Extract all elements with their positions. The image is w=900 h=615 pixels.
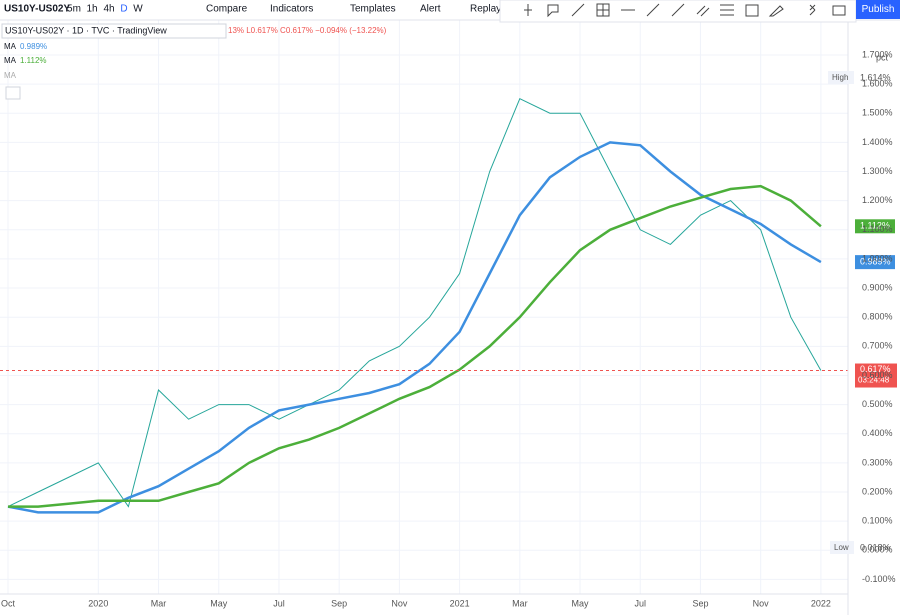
tool-icon[interactable] bbox=[720, 4, 734, 16]
scale-unit: pct bbox=[876, 52, 889, 62]
interval[interactable]: 4h bbox=[103, 4, 114, 15]
low-box bbox=[830, 541, 854, 554]
legend-box[interactable] bbox=[1, 23, 227, 39]
publish-button[interactable] bbox=[856, 0, 900, 19]
tool-icon[interactable] bbox=[671, 3, 685, 17]
toolbar-button[interactable]: Indicators bbox=[270, 4, 313, 15]
x-tick-label: 2021 bbox=[450, 598, 470, 608]
toolbar-button[interactable]: Alert bbox=[420, 4, 441, 15]
toolbar-button[interactable]: Replay bbox=[470, 4, 501, 15]
y-tick-label: 0.900% bbox=[862, 282, 893, 292]
legend-ma-value: 1.112% bbox=[20, 56, 47, 65]
price-tag bbox=[855, 363, 897, 388]
x-tick-label: Nov bbox=[753, 598, 770, 608]
low-value: 0.018% bbox=[860, 542, 891, 552]
interval[interactable]: W bbox=[133, 4, 143, 15]
tool-icon[interactable] bbox=[696, 5, 710, 17]
y-tick-label: 1.100% bbox=[862, 224, 893, 234]
y-tick-label: 0.000% bbox=[862, 545, 893, 555]
price-tag-label: 0.989% bbox=[860, 257, 891, 267]
x-tick-label: Mar bbox=[151, 598, 167, 608]
toolbar-button[interactable]: Templates bbox=[350, 4, 396, 15]
symbol[interactable]: US10Y-US02Y bbox=[4, 4, 70, 15]
tool-icon[interactable] bbox=[745, 4, 759, 17]
tool-icon[interactable] bbox=[596, 3, 610, 17]
legend-ma-value: 0.989% bbox=[20, 42, 47, 51]
y-tick-label: 0.400% bbox=[862, 428, 893, 438]
legend-header: US10Y-US02Y · 1D · TVC · TradingView bbox=[5, 25, 167, 35]
legend-ohlc: 13% L0.617% C0.617% −0.094% (−13.22%) bbox=[228, 26, 387, 35]
high-box bbox=[828, 71, 854, 84]
y-tick-label: 1.700% bbox=[862, 49, 893, 59]
legend-ma: MA bbox=[4, 56, 17, 65]
series-line bbox=[7, 141, 822, 514]
series-line bbox=[8, 184, 822, 508]
tool-icon[interactable] bbox=[524, 4, 532, 16]
x-tick-label: 2020 bbox=[88, 598, 108, 608]
y-tick-label: 0.700% bbox=[862, 341, 893, 351]
y-tick-label: 1.400% bbox=[862, 137, 893, 147]
legend-hidden-ma: MA bbox=[4, 71, 17, 80]
interval[interactable]: 1h bbox=[86, 4, 97, 15]
high-label: High bbox=[832, 73, 848, 82]
x-tick-label: Mar bbox=[512, 598, 528, 608]
y-tick-label: 1.300% bbox=[862, 166, 893, 176]
plot bbox=[0, 20, 848, 594]
y-tick-label: 0.800% bbox=[862, 312, 893, 322]
price-tag bbox=[855, 255, 895, 270]
x-tick-label: Nov bbox=[391, 598, 408, 608]
publish-label[interactable]: Publish bbox=[862, 4, 895, 15]
tool-icon[interactable] bbox=[768, 5, 784, 17]
y-tick-label: 1.200% bbox=[862, 195, 893, 205]
y-tick-label: 0.100% bbox=[862, 516, 893, 526]
tool-icon[interactable] bbox=[832, 5, 846, 16]
y-tick-label: 1.600% bbox=[862, 78, 893, 88]
x-tick-label: Oct bbox=[1, 598, 16, 608]
interval[interactable]: D bbox=[120, 4, 127, 15]
price-tag-label: 0.617% bbox=[860, 364, 891, 374]
high-value: 1.614% bbox=[860, 72, 891, 82]
y-tick-label: -0.100% bbox=[862, 574, 896, 584]
collapse-button[interactable] bbox=[5, 86, 21, 100]
countdown: 03:24:48 bbox=[858, 376, 890, 385]
y-tick-label: 0.500% bbox=[862, 399, 893, 409]
tool-icon[interactable] bbox=[571, 3, 585, 17]
interval[interactable]: 5m bbox=[67, 4, 81, 15]
toolbar-button[interactable]: Compare bbox=[206, 4, 248, 15]
series-line bbox=[7, 98, 822, 508]
legend-ma: MA bbox=[4, 42, 17, 51]
drawing-tools bbox=[499, 0, 857, 23]
y-tick-label: 1.000% bbox=[862, 253, 893, 263]
x-tick-label: May bbox=[210, 598, 228, 608]
price-tag bbox=[855, 219, 895, 234]
x-tick-label: Sep bbox=[331, 598, 347, 608]
tool-icons bbox=[524, 3, 846, 18]
y-tick-label: 0.600% bbox=[862, 370, 893, 380]
tool-icon[interactable] bbox=[547, 4, 559, 18]
y-tick-label: 1.500% bbox=[862, 108, 893, 118]
x-tick-label: 2022 bbox=[811, 598, 831, 608]
y-tick-label: 0.200% bbox=[862, 486, 893, 496]
price-tag-label: 1.112% bbox=[860, 221, 890, 231]
tool-icon[interactable] bbox=[646, 3, 660, 17]
x-tick-label: Sep bbox=[692, 598, 708, 608]
low-label: Low bbox=[834, 543, 849, 552]
x-tick-label: Jul bbox=[634, 598, 646, 608]
x-tick-label: May bbox=[572, 598, 590, 608]
toolbar-items: 5m 1h 4h D W Compare Indicators Templates Alert R… bbox=[67, 4, 501, 15]
price-tags: 1.112% 0.989% 0.617% 03:24:48 bbox=[855, 219, 897, 388]
x-tick-label: Jul bbox=[273, 598, 285, 608]
y-tick-label: 0.300% bbox=[862, 457, 893, 467]
tool-icon[interactable] bbox=[809, 4, 816, 16]
